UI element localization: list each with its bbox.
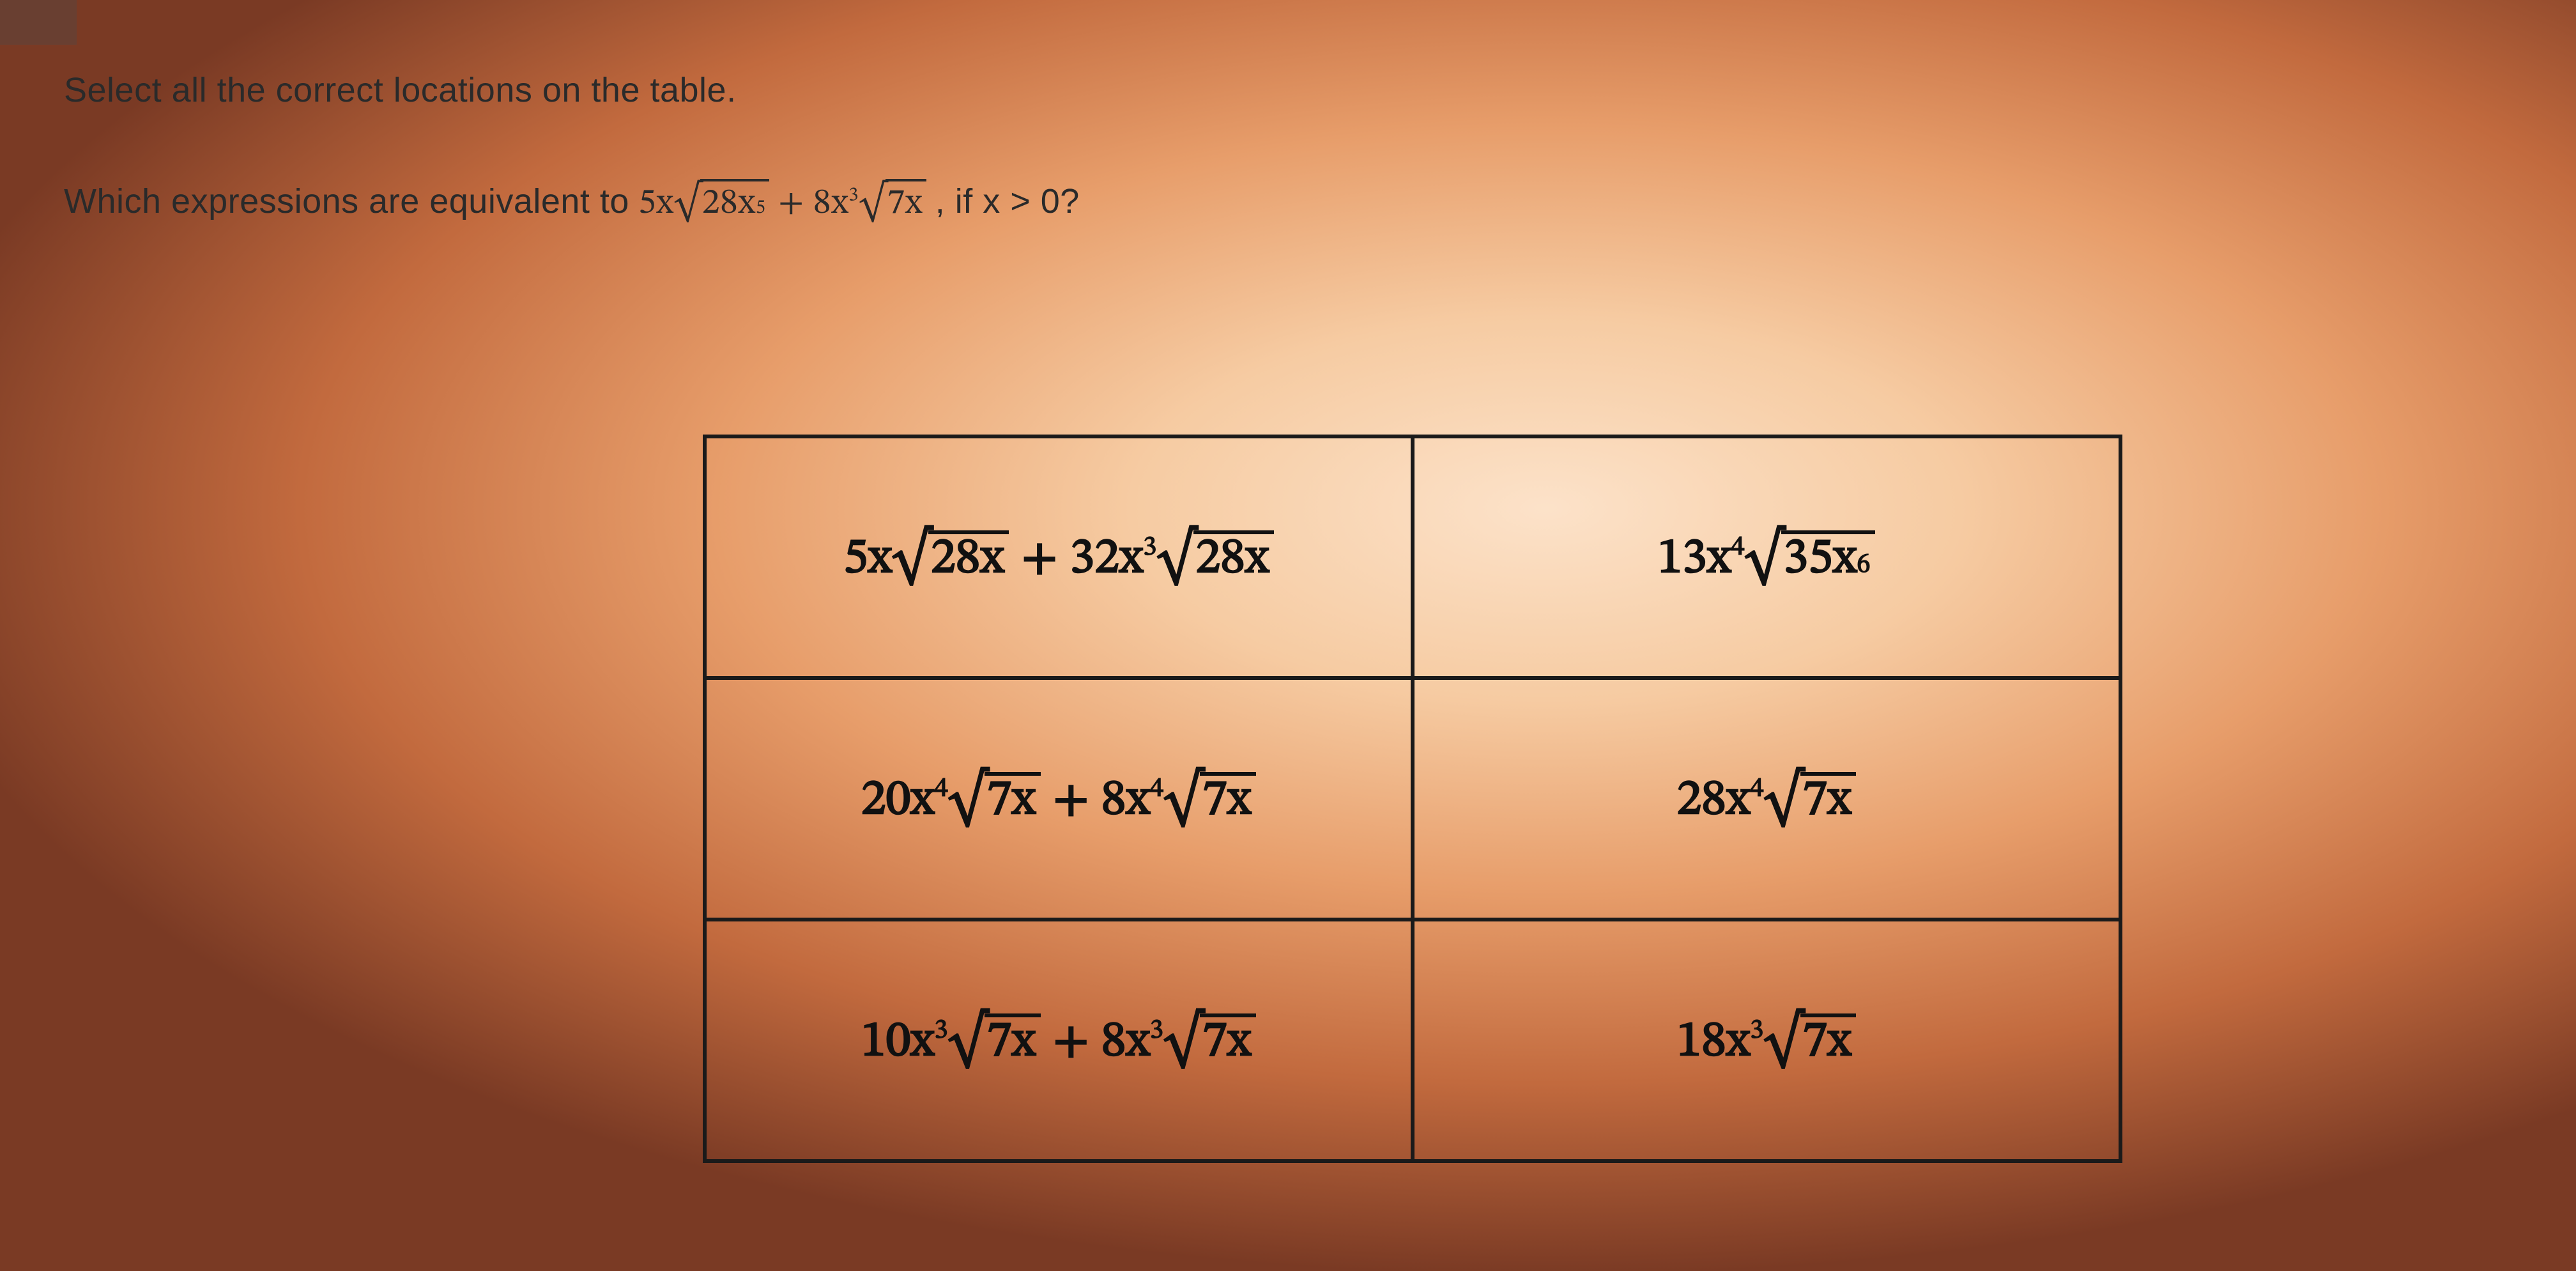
sqrt-icon: √ 28x5 — [674, 179, 770, 226]
radical-sign-icon: √ — [948, 1017, 988, 1067]
term2-coef-exp: 3 — [848, 186, 859, 205]
table-row: 5x√28x+32x3√28x13x4√35x6 — [705, 436, 2120, 678]
radical-sign-icon: √ — [1156, 534, 1196, 584]
term1-coef: 5x — [638, 181, 674, 226]
term-coef-exp: 4 — [1150, 776, 1163, 803]
term-coef: 18x3 — [1677, 1017, 1764, 1067]
term-coef-exp: 4 — [1750, 776, 1763, 803]
term-coef: 10x3 — [861, 1017, 948, 1067]
answer-expression: 5x√28x+32x3√28x — [843, 530, 1274, 584]
sqrt-icon: √35x6 — [1745, 530, 1876, 584]
term-radicand: 7x — [1800, 1013, 1857, 1067]
plus-operator: + — [1053, 776, 1089, 826]
radical-sign-icon: √ — [674, 181, 703, 226]
term-radicand: 7x — [1200, 1013, 1256, 1067]
plus-operator: + — [1022, 534, 1057, 584]
radical-sign-icon: √ — [1763, 776, 1803, 826]
term2-coef: 8x3 — [813, 181, 859, 226]
instruction-line-2: Which expressions are equivalent to 5x √… — [64, 179, 1080, 226]
term-radicand: 7x — [1200, 772, 1256, 826]
answer-cell-0-0[interactable]: 5x√28x+32x3√28x — [705, 436, 1413, 678]
term1-radicand: 28x5 — [700, 179, 769, 226]
term-radicand: 28x — [1193, 530, 1274, 584]
radical-sign-icon: √ — [1163, 776, 1203, 826]
term1-radicand-base: 28x — [702, 181, 756, 226]
plus-operator: + — [778, 181, 804, 226]
term-coef: 32x3 — [1070, 534, 1157, 584]
term-coef: 8x4 — [1101, 776, 1163, 826]
answer-cell-2-1[interactable]: 18x3√7x — [1413, 920, 2120, 1161]
answer-expression: 18x3√7x — [1677, 1013, 1857, 1067]
term-coef: 5x — [843, 534, 892, 584]
plus-operator: + — [1053, 1017, 1089, 1067]
term-coef: 28x4 — [1677, 776, 1764, 826]
term-coef: 13x4 — [1658, 534, 1745, 584]
sqrt-icon: √7x — [1763, 1013, 1856, 1067]
instruction-line-1: Select all the correct locations on the … — [64, 70, 737, 110]
browser-tab-stub — [0, 0, 77, 45]
answer-expression: 28x4√7x — [1677, 772, 1857, 826]
radical-sign-icon: √ — [1763, 1017, 1803, 1067]
term-coef-exp: 4 — [935, 776, 948, 803]
sqrt-icon: √28x — [1156, 530, 1274, 584]
instruction-suffix: , if x > 0? — [935, 181, 1080, 221]
sqrt-icon: √7x — [1163, 772, 1256, 826]
term-radicand: 28x — [928, 530, 1009, 584]
term-radicand: 7x — [985, 772, 1041, 826]
answer-expression: 10x3√7x+8x3√7x — [861, 1013, 1256, 1067]
sqrt-icon: √7x — [948, 1013, 1041, 1067]
answer-expression: 20x4√7x+8x4√7x — [861, 772, 1256, 826]
term-coef-exp: 4 — [1731, 534, 1744, 562]
term-coef-exp: 3 — [935, 1017, 948, 1045]
sqrt-icon: √ 7x — [859, 179, 926, 226]
question-expression: 5x √ 28x5 + 8x3 √ 7x — [638, 179, 926, 226]
term2-coef-base: 8x — [813, 186, 849, 222]
term-radicand: 7x — [1800, 772, 1857, 826]
answer-expression: 13x4√35x6 — [1658, 530, 1876, 584]
answer-table: 5x√28x+32x3√28x13x4√35x620x4√7x+8x4√7x28… — [703, 435, 2122, 1163]
radical-sign-icon: √ — [1745, 534, 1784, 584]
radical-sign-icon: √ — [859, 181, 887, 226]
sqrt-icon: √7x — [1763, 772, 1856, 826]
sqrt-icon: √7x — [948, 772, 1041, 826]
table-row: 10x3√7x+8x3√7x18x3√7x — [705, 920, 2120, 1161]
term-coef-exp: 3 — [1143, 534, 1156, 562]
sqrt-icon: √28x — [892, 530, 1009, 584]
term-radicand: 7x — [985, 1013, 1041, 1067]
term-coef-exp: 3 — [1750, 1017, 1763, 1045]
answer-cell-0-1[interactable]: 13x4√35x6 — [1413, 436, 2120, 678]
sqrt-icon: √7x — [1163, 1013, 1256, 1067]
radical-sign-icon: √ — [948, 776, 988, 826]
answer-cell-1-0[interactable]: 20x4√7x+8x4√7x — [705, 678, 1413, 920]
term-coef: 8x3 — [1101, 1017, 1163, 1067]
term-radicand: 35x6 — [1781, 530, 1876, 584]
term2-radicand: 7x — [885, 179, 926, 226]
instruction-prefix: Which expressions are equivalent to — [64, 181, 629, 221]
term-coef-exp: 3 — [1150, 1017, 1163, 1045]
radical-sign-icon: √ — [1163, 1017, 1203, 1067]
radical-sign-icon: √ — [892, 534, 931, 584]
table-row: 20x4√7x+8x4√7x28x4√7x — [705, 678, 2120, 920]
answer-cell-1-1[interactable]: 28x4√7x — [1413, 678, 2120, 920]
answer-cell-2-0[interactable]: 10x3√7x+8x3√7x — [705, 920, 1413, 1161]
term-coef: 20x4 — [861, 776, 948, 826]
answer-table-body: 5x√28x+32x3√28x13x4√35x620x4√7x+8x4√7x28… — [705, 436, 2120, 1161]
